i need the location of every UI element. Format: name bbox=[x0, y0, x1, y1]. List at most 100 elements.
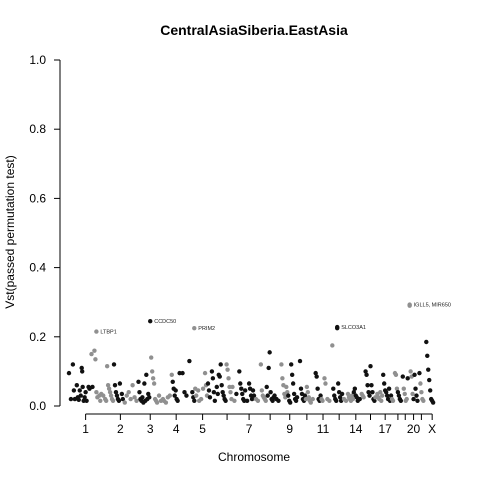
data-point bbox=[180, 370, 185, 376]
annotated-point bbox=[94, 329, 99, 334]
data-point bbox=[202, 370, 208, 376]
y-tick-label: 0.2 bbox=[29, 330, 46, 344]
x-tick-label: 7 bbox=[246, 422, 253, 436]
data-point bbox=[335, 381, 341, 386]
data-point bbox=[418, 381, 423, 386]
data-point bbox=[154, 400, 160, 405]
data-point bbox=[79, 369, 85, 374]
data-point bbox=[200, 386, 206, 391]
annotated-point bbox=[335, 324, 340, 330]
data-point bbox=[232, 398, 237, 404]
data-point bbox=[322, 376, 327, 381]
data-point bbox=[368, 364, 373, 369]
data-point bbox=[113, 389, 119, 395]
data-point bbox=[384, 393, 390, 398]
data-point bbox=[119, 391, 125, 397]
data-point bbox=[427, 377, 432, 383]
data-point bbox=[330, 343, 335, 348]
data-point bbox=[408, 369, 413, 374]
annotated-point bbox=[407, 302, 412, 307]
data-point bbox=[156, 393, 162, 398]
data-point bbox=[170, 379, 175, 384]
data-point bbox=[382, 381, 387, 386]
data-point bbox=[112, 383, 118, 388]
data-point bbox=[190, 389, 195, 395]
data-point bbox=[226, 376, 231, 381]
x-tick-label: 17 bbox=[378, 422, 392, 436]
data-point bbox=[250, 388, 256, 393]
data-point bbox=[304, 384, 310, 390]
data-point bbox=[412, 372, 417, 378]
data-point bbox=[150, 376, 156, 381]
data-point bbox=[291, 391, 297, 397]
data-point bbox=[101, 393, 106, 398]
data-point bbox=[327, 398, 332, 404]
x-axis: 1 2 3 4 5 7 9 11 14 17 20 X bbox=[82, 413, 436, 436]
data-point bbox=[172, 393, 177, 398]
data-point bbox=[78, 393, 83, 398]
data-point bbox=[128, 396, 133, 402]
data-point bbox=[108, 393, 114, 398]
data-point bbox=[305, 389, 311, 395]
data-point bbox=[400, 374, 405, 379]
x-tick-label: 20 bbox=[407, 422, 421, 436]
data-point bbox=[258, 362, 264, 367]
data-point bbox=[334, 398, 339, 404]
data-point bbox=[116, 398, 122, 404]
data-point bbox=[175, 398, 180, 404]
data-point bbox=[71, 388, 77, 393]
data-point bbox=[426, 367, 431, 372]
x-tick-label: 11 bbox=[317, 422, 330, 436]
data-point bbox=[320, 398, 325, 404]
data-point bbox=[396, 393, 402, 398]
data-point bbox=[117, 381, 123, 386]
data-point bbox=[430, 400, 436, 405]
data-point bbox=[259, 388, 265, 393]
data-point bbox=[405, 376, 410, 381]
data-point bbox=[410, 391, 415, 397]
data-point bbox=[398, 398, 404, 404]
x-tick-label: 4 bbox=[173, 422, 180, 436]
data-point bbox=[372, 398, 377, 404]
x-tick-label: X bbox=[428, 422, 436, 436]
data-point bbox=[70, 362, 76, 367]
data-point bbox=[130, 383, 135, 388]
data-point bbox=[173, 388, 178, 393]
data-point bbox=[217, 374, 222, 379]
data-point bbox=[240, 391, 245, 397]
data-point bbox=[219, 383, 224, 388]
data-point bbox=[265, 393, 270, 398]
data-point bbox=[151, 381, 157, 386]
data-point bbox=[339, 391, 345, 397]
data-point bbox=[369, 383, 374, 388]
data-point bbox=[198, 396, 204, 402]
data-point bbox=[239, 386, 244, 391]
data-point bbox=[77, 388, 82, 393]
data-point bbox=[126, 389, 131, 395]
data-point bbox=[352, 386, 358, 391]
data-point bbox=[205, 381, 211, 386]
data-point bbox=[302, 393, 308, 398]
data-point bbox=[276, 398, 281, 404]
data-point bbox=[323, 381, 328, 386]
data-point bbox=[120, 396, 126, 402]
data-point bbox=[79, 365, 84, 371]
data-point bbox=[394, 386, 400, 391]
data-point bbox=[424, 339, 429, 345]
data-point bbox=[98, 398, 103, 404]
data-point bbox=[308, 400, 313, 405]
data-point bbox=[167, 393, 173, 398]
data-point bbox=[280, 376, 285, 381]
data-point bbox=[419, 389, 424, 395]
x-axis-label: Chromosome bbox=[218, 450, 290, 464]
data-point bbox=[388, 393, 394, 398]
data-point bbox=[104, 364, 110, 369]
chart-title: CentralAsiaSiberia.EastAsia bbox=[160, 22, 348, 38]
data-point bbox=[80, 384, 85, 390]
data-point bbox=[337, 395, 343, 400]
data-point bbox=[351, 389, 357, 395]
data-point bbox=[246, 381, 252, 386]
data-point bbox=[266, 365, 271, 371]
annotated-point bbox=[192, 325, 197, 331]
data-point bbox=[237, 369, 242, 374]
